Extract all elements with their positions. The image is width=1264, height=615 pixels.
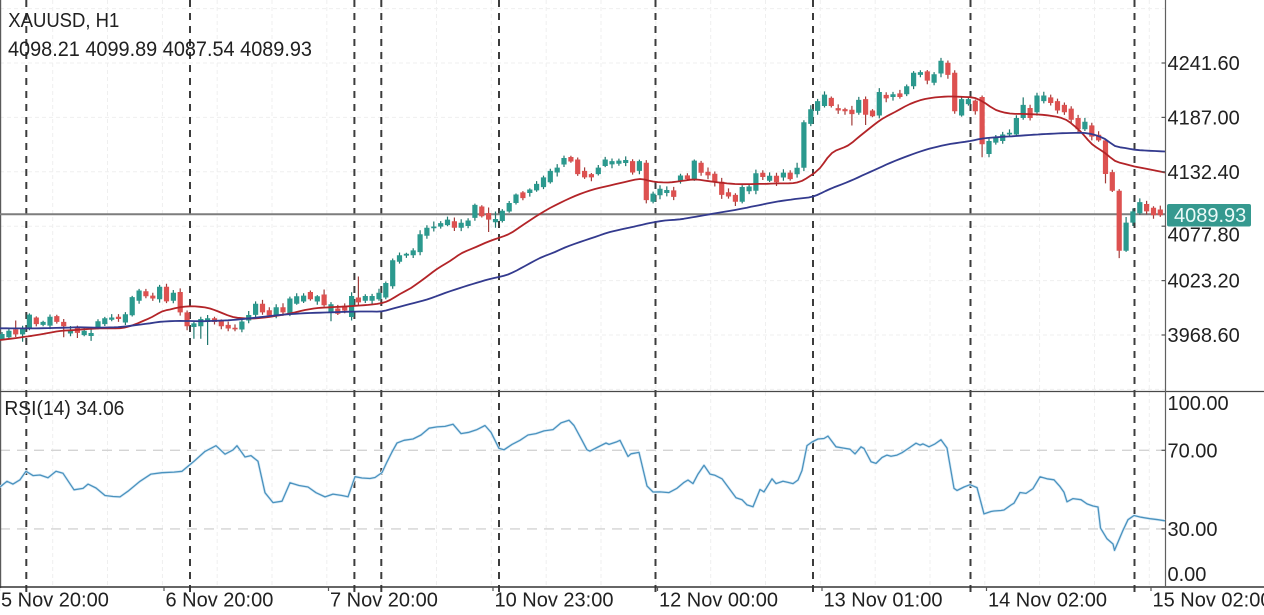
svg-text:4098.21 4099.89 4087.54 4089.9: 4098.21 4099.89 4087.54 4089.93 [8,37,312,61]
svg-text:30.00: 30.00 [1168,519,1218,541]
svg-text:3968.60: 3968.60 [1168,325,1240,347]
svg-text:4023.20: 4023.20 [1168,271,1240,293]
svg-text:4132.40: 4132.40 [1168,162,1240,184]
svg-text:13 Nov 01:00: 13 Nov 01:00 [824,590,943,612]
svg-text:12 Nov 00:00: 12 Nov 00:00 [659,590,778,612]
svg-text:10 Nov 23:00: 10 Nov 23:00 [495,590,614,612]
svg-text:4077.80: 4077.80 [1168,225,1240,247]
svg-text:5 Nov 20:00: 5 Nov 20:00 [1,590,109,612]
svg-text:7 Nov 20:00: 7 Nov 20:00 [330,590,438,612]
svg-text:XAUUSD, H1: XAUUSD, H1 [8,10,119,32]
svg-text:14 Nov 02:00: 14 Nov 02:00 [988,590,1107,612]
svg-text:70.00: 70.00 [1168,440,1218,462]
svg-text:4241.60: 4241.60 [1168,53,1240,75]
svg-text:15 Nov 02:00: 15 Nov 02:00 [1153,590,1264,612]
svg-text:0.00: 0.00 [1168,564,1207,586]
svg-text:4187.00: 4187.00 [1168,107,1240,129]
svg-text:100.00: 100.00 [1168,393,1229,415]
svg-text:RSI(14) 34.06: RSI(14) 34.06 [4,398,124,420]
svg-text:4089.93: 4089.93 [1174,205,1246,227]
svg-text:6 Nov 20:00: 6 Nov 20:00 [166,590,274,612]
